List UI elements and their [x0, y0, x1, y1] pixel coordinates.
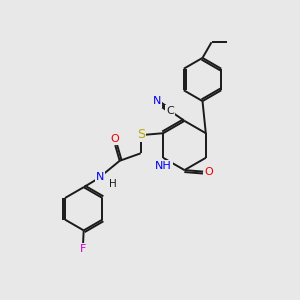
- Text: O: O: [205, 167, 214, 177]
- Text: S: S: [137, 128, 145, 141]
- Text: O: O: [110, 134, 119, 144]
- Text: H: H: [109, 179, 117, 189]
- Text: F: F: [80, 244, 86, 254]
- Text: N: N: [96, 172, 104, 182]
- Text: N: N: [152, 97, 161, 106]
- Text: C: C: [167, 106, 174, 116]
- Text: NH: NH: [155, 161, 172, 171]
